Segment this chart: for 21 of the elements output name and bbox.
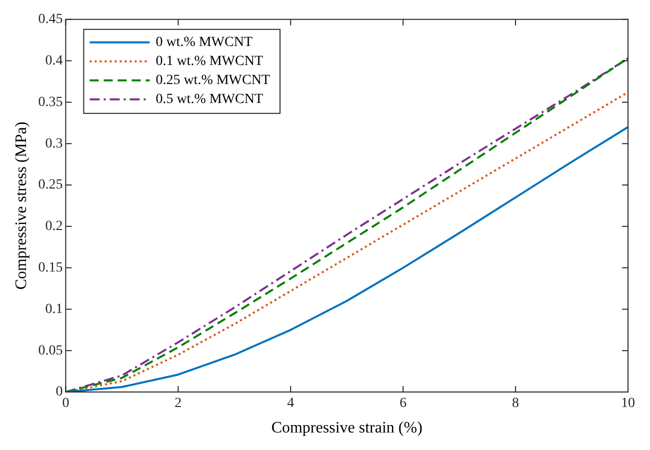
y-axis-title: Compressive stress (MPa) (12, 122, 30, 290)
x-tick-label: 8 (512, 396, 520, 412)
legend-label: 0.1 wt.% MWCNT (156, 54, 264, 70)
y-tick-label: 0.3 (45, 136, 63, 152)
legend-label: 0 wt.% MWCNT (156, 35, 253, 50)
x-tick-label: 10 (621, 396, 635, 412)
y-tick-label: 0.25 (38, 178, 63, 193)
y-tick-label: 0.2 (45, 219, 63, 234)
y-tick-label: 0.4 (45, 53, 63, 68)
x-tick-label: 6 (400, 396, 407, 412)
y-tick-label: 0.05 (38, 343, 63, 358)
x-axis-title: Compressive strain (%) (271, 420, 422, 437)
legend-label: 0.25 wt.% MWCNT (156, 73, 270, 88)
y-tick-label: 0.15 (38, 260, 63, 276)
y-tick-label: 0.45 (38, 12, 63, 28)
y-tick-label: 0.35 (38, 94, 63, 110)
x-tick-label: 4 (287, 396, 294, 412)
legend-label: 0.5 wt.% MWCNT (156, 92, 264, 108)
x-tick-label: 2 (174, 396, 182, 412)
y-tick-label: 0 (56, 384, 63, 400)
y-tick-label: 0.1 (45, 302, 63, 317)
